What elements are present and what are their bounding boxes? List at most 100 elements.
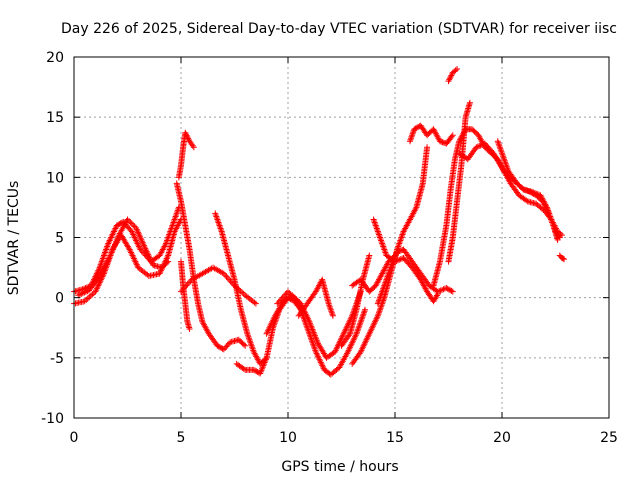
data-point bbox=[480, 141, 487, 148]
data-point bbox=[250, 366, 257, 373]
data-point bbox=[530, 189, 537, 196]
axis-ticks: 0 5 10 15 20 25 -10 -5 0 5 10 15 20 bbox=[41, 50, 618, 446]
data-point bbox=[81, 298, 88, 305]
y-tick-label: 0 bbox=[55, 291, 64, 307]
data-point bbox=[140, 242, 147, 249]
data-point bbox=[444, 285, 451, 292]
data-point bbox=[253, 368, 260, 375]
data-point bbox=[139, 239, 146, 246]
data-point bbox=[447, 73, 454, 80]
data-point bbox=[220, 346, 227, 353]
data-point bbox=[140, 241, 147, 248]
data-point bbox=[434, 288, 441, 295]
data-point bbox=[413, 124, 420, 131]
data-point bbox=[285, 288, 291, 295]
data-point bbox=[113, 222, 120, 229]
data-point bbox=[399, 255, 406, 262]
data-point bbox=[452, 67, 459, 74]
data-point bbox=[84, 295, 91, 302]
data-point bbox=[182, 131, 189, 138]
data-point bbox=[135, 229, 142, 236]
y-tick-label: 5 bbox=[55, 231, 64, 247]
data-point bbox=[82, 285, 89, 292]
data-point bbox=[447, 287, 454, 294]
data-point bbox=[224, 275, 231, 282]
data-point bbox=[437, 287, 444, 294]
data-point bbox=[362, 306, 369, 313]
data-point bbox=[554, 236, 561, 243]
data-point bbox=[473, 144, 480, 151]
data-point bbox=[439, 286, 446, 293]
y-tick-label: 10 bbox=[46, 170, 64, 186]
data-point bbox=[448, 287, 455, 294]
data-point bbox=[222, 344, 229, 351]
data-point bbox=[436, 288, 443, 295]
data-point bbox=[433, 292, 440, 299]
data-point bbox=[329, 312, 336, 319]
data-point bbox=[424, 144, 431, 151]
data-point bbox=[128, 220, 135, 227]
x-axis-title: GPS time / hours bbox=[281, 459, 398, 475]
data-point bbox=[135, 230, 142, 237]
data-point bbox=[448, 133, 455, 140]
data-point bbox=[130, 222, 137, 229]
data-point bbox=[396, 256, 403, 263]
data-point bbox=[449, 288, 456, 295]
y-axis-title: SDTVAR / TECUs bbox=[6, 181, 22, 296]
data-point bbox=[136, 232, 143, 239]
data-point bbox=[474, 143, 481, 150]
data-point bbox=[127, 219, 134, 226]
data-point bbox=[89, 291, 96, 298]
data-point bbox=[528, 188, 535, 195]
data-point bbox=[95, 274, 102, 281]
data-point bbox=[186, 325, 193, 332]
data-point bbox=[477, 142, 484, 149]
data-point bbox=[476, 143, 483, 150]
data-point bbox=[133, 226, 140, 233]
data-point bbox=[137, 235, 144, 242]
data-point bbox=[124, 216, 131, 223]
data-point bbox=[366, 252, 373, 259]
data-point bbox=[137, 233, 144, 240]
data-point bbox=[240, 341, 247, 348]
data-point bbox=[116, 221, 123, 228]
data-point bbox=[87, 292, 94, 299]
data-point bbox=[445, 286, 452, 293]
data-point bbox=[394, 257, 401, 264]
data-point bbox=[183, 132, 190, 139]
data-point bbox=[180, 285, 187, 292]
data-point bbox=[412, 125, 419, 132]
data-point bbox=[215, 343, 222, 350]
data-point bbox=[445, 78, 452, 85]
data-point bbox=[223, 343, 230, 350]
y-tick-label: 15 bbox=[46, 110, 64, 126]
data-point bbox=[523, 197, 530, 204]
data-point bbox=[138, 238, 145, 245]
data-point bbox=[252, 300, 259, 307]
grid-lines bbox=[74, 57, 609, 418]
x-tick-label: 25 bbox=[600, 430, 618, 446]
data-point bbox=[411, 126, 418, 133]
x-tick-label: 15 bbox=[386, 430, 404, 446]
chart-title: Day 226 of 2025, Sidereal Day-to-day VTE… bbox=[61, 21, 617, 37]
data-point bbox=[223, 273, 230, 280]
data-point bbox=[448, 72, 455, 79]
data-point bbox=[184, 281, 191, 288]
data-point bbox=[138, 236, 145, 243]
data-point bbox=[186, 279, 193, 286]
data-point bbox=[534, 191, 541, 198]
data-point bbox=[446, 76, 453, 83]
data-point bbox=[226, 276, 233, 283]
data-point bbox=[558, 232, 565, 239]
data-point bbox=[466, 99, 473, 106]
y-tick-label: 20 bbox=[46, 50, 64, 66]
data-point bbox=[449, 132, 456, 139]
data-point bbox=[224, 342, 231, 349]
data-point bbox=[165, 258, 172, 265]
data-point bbox=[533, 190, 540, 197]
data-point bbox=[125, 217, 132, 224]
data-point bbox=[242, 342, 249, 349]
data-point bbox=[454, 66, 461, 73]
x-tick-label: 0 bbox=[70, 430, 79, 446]
